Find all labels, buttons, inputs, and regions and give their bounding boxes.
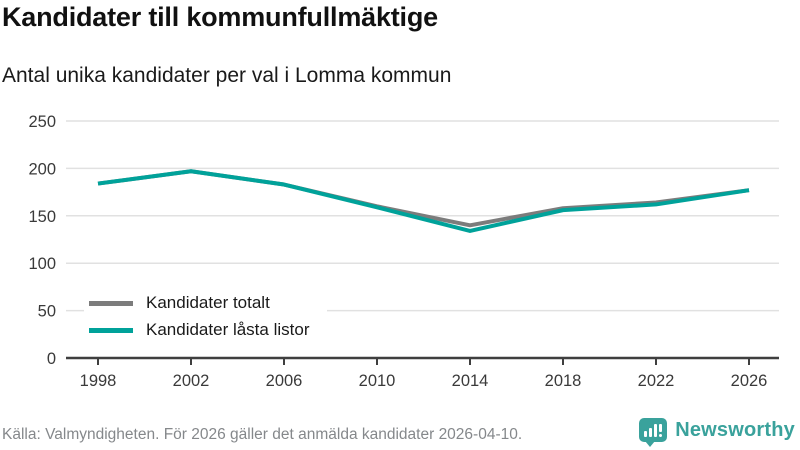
x-tick-label: 2022 <box>638 372 675 390</box>
x-tick-label: 2002 <box>173 372 210 390</box>
source-note: Källa: Valmyndigheten. För 2026 gäller d… <box>2 426 523 443</box>
y-tick-label: 0 <box>47 350 56 368</box>
x-tick-label: 2014 <box>452 372 489 390</box>
y-tick-label: 150 <box>28 208 56 226</box>
legend-label: Kandidater totalt <box>146 293 270 312</box>
logo-bar-short <box>644 431 648 437</box>
legend-swatch-gray-line <box>89 300 133 306</box>
series-line-1 <box>97 169 750 233</box>
legend-label: Kandidater låsta listor <box>146 320 310 339</box>
x-tick-label: 2026 <box>731 372 768 390</box>
logo-bar-medium <box>649 428 653 437</box>
x-tick-label: 2010 <box>359 372 396 390</box>
legend-item-kandidater-totalt: Kandidater totalt <box>89 290 309 316</box>
y-tick-label: 50 <box>38 303 56 321</box>
x-tick-label: 1998 <box>80 372 117 390</box>
newsworthy-logo: Newsworthy <box>639 413 795 447</box>
legend-item-kandidater-lasta-listor: Kandidater låsta listor <box>89 317 309 343</box>
legend-swatch-teal-line <box>89 327 133 333</box>
chart-title: Kandidater till kommunfullmäktige <box>2 2 438 32</box>
logo-exclamation <box>659 424 663 437</box>
y-tick-label: 100 <box>28 255 56 273</box>
y-tick-label: 250 <box>28 113 56 131</box>
x-tick-label: 2018 <box>545 372 582 390</box>
chart-subtitle: Antal unika kandidater per val i Lomma k… <box>2 64 452 87</box>
logo-bar-tall <box>654 424 658 437</box>
newsworthy-wordmark: Newsworthy <box>675 418 795 441</box>
newsworthy-speech-bubble-chart-icon <box>639 418 668 447</box>
chart-legend: Kandidater totalt Kandidater låsta listo… <box>84 284 328 349</box>
x-tick-label: 2006 <box>266 372 303 390</box>
y-tick-label: 200 <box>28 160 56 178</box>
